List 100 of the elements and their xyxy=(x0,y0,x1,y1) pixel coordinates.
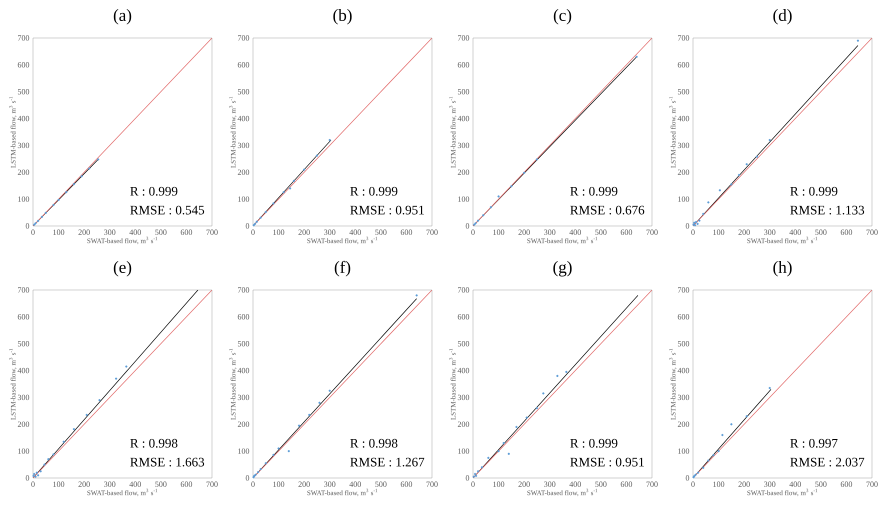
x-tick-label: 300 xyxy=(544,482,556,487)
chart-title: (g) xyxy=(553,261,572,276)
annotation: R : 0.998 xyxy=(350,438,398,448)
chart-title: (d) xyxy=(773,9,792,24)
x-tick-label: 0 xyxy=(251,482,255,487)
annotation: RMSE : 1.133 xyxy=(790,206,864,215)
x-tick-label: 700 xyxy=(426,230,438,235)
x-tick-label: 200 xyxy=(738,230,750,235)
x-tick-label: 600 xyxy=(180,230,192,235)
x-tick-label: 400 xyxy=(569,230,581,235)
y-tick-label: 0 xyxy=(26,223,30,229)
x-tick-label: 600 xyxy=(620,230,632,235)
y-tick-label: 100 xyxy=(18,196,30,202)
y-tick-label: 500 xyxy=(458,89,470,94)
annotation: R : 0.999 xyxy=(130,186,178,196)
y-tick-label: 500 xyxy=(458,341,470,346)
y-tick-label: 400 xyxy=(678,116,690,122)
y-tick-label: 300 xyxy=(238,394,250,400)
y-tick-label: 400 xyxy=(18,116,30,122)
x-tick-label: 600 xyxy=(400,482,412,487)
y-tick-label: 100 xyxy=(678,196,690,202)
x-tick-label: 400 xyxy=(129,230,141,235)
x-tick-label: 100 xyxy=(713,482,724,487)
x-tick-label: 700 xyxy=(206,230,218,235)
x-tick-label: 700 xyxy=(206,482,218,487)
y-tick-label: 400 xyxy=(678,368,690,374)
x-tick-label: 0 xyxy=(251,230,255,235)
x-tick-label: 0 xyxy=(471,230,475,235)
y-tick-label: 600 xyxy=(18,314,30,320)
y-tick-label: 200 xyxy=(678,170,690,175)
y-tick-label: 600 xyxy=(238,314,250,320)
y-tick-label: 600 xyxy=(458,314,470,320)
x-tick-label: 100 xyxy=(493,482,504,487)
x-tick-label: 200 xyxy=(518,482,530,487)
y-tick-label: 0 xyxy=(686,223,690,229)
x-tick-label: 400 xyxy=(349,482,361,487)
x-tick-label: 500 xyxy=(155,482,167,487)
annotation: RMSE : 2.037 xyxy=(790,458,864,467)
y-tick-label: 0 xyxy=(246,223,250,229)
x-tick-label: 600 xyxy=(180,482,192,487)
chart-title: (f) xyxy=(334,260,350,276)
annotation: R : 0.998 xyxy=(130,438,178,448)
x-tick-label: 300 xyxy=(324,230,336,235)
annotation: R : 0.999 xyxy=(790,186,838,196)
y-tick-label: 300 xyxy=(238,142,250,148)
x-tick-label: 300 xyxy=(544,230,556,235)
y-tick-label: 300 xyxy=(458,394,470,400)
x-tick-label: 200 xyxy=(78,230,90,235)
annotation: RMSE : 0.951 xyxy=(570,458,644,467)
x-tick-label: 500 xyxy=(375,230,387,235)
x-tick-label: 300 xyxy=(324,482,336,487)
chart-title: (e) xyxy=(114,261,132,276)
annotation: R : 0.999 xyxy=(570,438,618,448)
annotation: R : 0.999 xyxy=(350,186,398,196)
y-tick-label: 500 xyxy=(678,341,690,346)
y-tick-label: 400 xyxy=(458,116,470,122)
y-tick-label: 400 xyxy=(238,116,250,122)
x-tick-label: 500 xyxy=(815,482,827,487)
x-tick-label: 100 xyxy=(713,230,724,235)
y-tick-label: 200 xyxy=(238,422,250,427)
x-tick-label: 100 xyxy=(273,482,284,487)
y-tick-label: 400 xyxy=(238,368,250,374)
y-tick-label: 500 xyxy=(18,89,30,94)
y-tick-label: 700 xyxy=(458,287,470,293)
y-tick-label: 700 xyxy=(678,35,690,41)
x-tick-label: 300 xyxy=(104,482,116,487)
x-tick-label: 400 xyxy=(569,482,581,487)
x-tick-label: 500 xyxy=(375,482,387,487)
x-tick-label: 200 xyxy=(78,482,90,487)
x-tick-label: 200 xyxy=(738,482,750,487)
chart-title: (h) xyxy=(773,261,792,276)
y-tick-label: 100 xyxy=(678,448,690,454)
x-tick-label: 200 xyxy=(298,230,310,235)
x-tick-label: 400 xyxy=(789,230,801,235)
y-tick-label: 200 xyxy=(18,170,30,175)
annotation: RMSE : 1.663 xyxy=(130,458,204,467)
x-tick-label: 0 xyxy=(31,482,35,487)
y-tick-label: 0 xyxy=(466,223,470,229)
y-tick-label: 500 xyxy=(238,341,250,346)
y-tick-label: 300 xyxy=(678,142,690,148)
x-tick-label: 500 xyxy=(815,230,827,235)
y-tick-label: 100 xyxy=(458,448,470,454)
chart-title: (c) xyxy=(554,9,572,24)
x-tick-label: 200 xyxy=(298,482,310,487)
y-tick-label: 0 xyxy=(466,475,470,481)
y-tick-label: 300 xyxy=(678,394,690,400)
y-tick-label: 700 xyxy=(238,35,250,41)
annotation: RMSE : 0.676 xyxy=(570,206,644,215)
x-tick-label: 100 xyxy=(53,482,64,487)
y-tick-label: 200 xyxy=(458,422,470,427)
x-tick-label: 0 xyxy=(691,482,695,487)
x-tick-label: 300 xyxy=(764,230,776,235)
y-tick-label: 700 xyxy=(678,287,690,293)
y-tick-label: 700 xyxy=(18,287,30,293)
x-tick-label: 300 xyxy=(764,482,776,487)
y-tick-label: 600 xyxy=(678,314,690,320)
x-tick-label: 400 xyxy=(129,482,141,487)
y-tick-label: 700 xyxy=(458,35,470,41)
y-tick-label: 700 xyxy=(18,35,30,41)
annotation: R : 0.999 xyxy=(570,186,618,196)
